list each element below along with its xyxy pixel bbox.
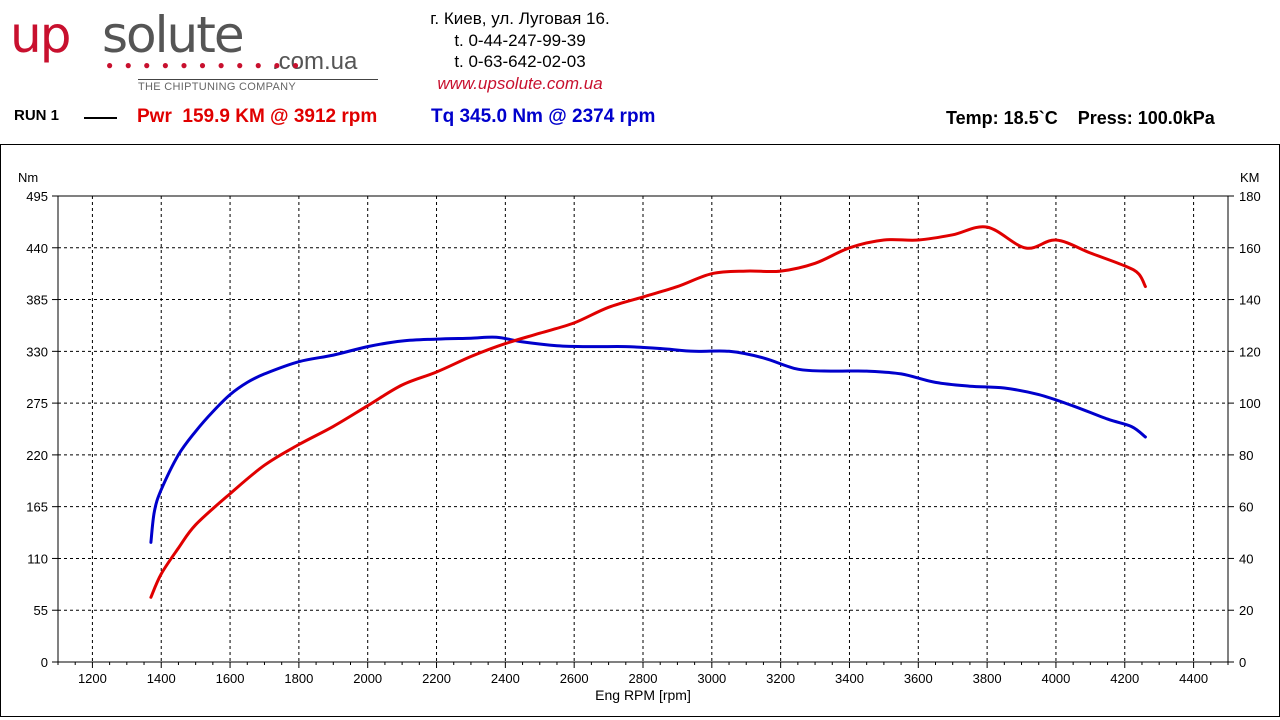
x-tick-label: 2800	[629, 671, 658, 686]
y-right-tick-label: 120	[1239, 344, 1261, 359]
dyno-chart: 1200 1400 1600 1800 2000 2200 2400 2600 2800 3000…	[0, 144, 1280, 717]
power-curve	[149, 225, 1147, 599]
y-right-tick-label: 180	[1239, 189, 1261, 204]
torque-summary: Tq 345.0 Nm @ 2374 rpm	[431, 106, 656, 127]
y-right-axis-label: KM	[1240, 170, 1260, 185]
y-right-tick-label: 40	[1239, 551, 1253, 566]
logo-domain: .com.ua	[272, 48, 358, 75]
power-summary: Pwr 159.9 KM @ 3912 rpm	[137, 106, 378, 127]
upsolute-logo: up solute .com.ua ● ● ● ● ● ● ● ● ● ● ● …	[8, 4, 388, 100]
logo-tagline: THE CHIPTUNING COMPANY	[138, 81, 296, 93]
y-left-tick-label: 495	[26, 189, 48, 204]
y-left-axis-label: Nm	[18, 170, 38, 185]
y-left-tick-label: 110	[27, 551, 48, 566]
y-left-tick-label: 330	[26, 344, 48, 359]
y-left-tick-label: 275	[26, 396, 48, 411]
logo-divider	[138, 79, 378, 80]
y-right-tick-label: 0	[1239, 655, 1246, 670]
y-right-tick-label: 100	[1239, 396, 1261, 411]
logo-dots: ● ● ● ● ● ● ● ● ● ● ●	[106, 58, 304, 72]
y-right-tick-label: 20	[1239, 603, 1253, 618]
contact-block: г. Киев, ул. Луговая 16. t. 0-44-247-99-…	[400, 8, 640, 94]
y-right-tick-label: 60	[1239, 500, 1253, 515]
y-left-tick-label: 0	[41, 655, 48, 670]
x-tick-label: 3800	[973, 671, 1002, 686]
conditions-summary: Temp: 18.5`C Press: 100.0kPa	[946, 108, 1215, 128]
x-tick-label: 3400	[835, 671, 864, 686]
x-tick-label: 4200	[1110, 671, 1139, 686]
y-left-tick-label: 55	[34, 603, 48, 618]
phone-1: t. 0-44-247-99-39	[454, 30, 586, 50]
y-left-tick-label: 220	[26, 448, 48, 463]
x-tick-label: 2200	[422, 671, 451, 686]
x-tick-label: 1600	[216, 671, 245, 686]
x-tick-label: 3600	[904, 671, 933, 686]
x-tick-label: 1400	[147, 671, 176, 686]
y-right-tick-label: 80	[1239, 448, 1253, 463]
y-left-tick-label: 385	[26, 293, 48, 308]
y-right-tick-label: 160	[1239, 241, 1261, 256]
run-label: RUN 1	[14, 107, 60, 124]
y-right-tick-label: 140	[1239, 293, 1261, 308]
chart-frame	[0, 144, 1280, 717]
run-legend-line	[84, 117, 117, 119]
address-text: г. Киев, ул. Луговая 16.	[430, 9, 610, 28]
website-link[interactable]: www.upsolute.com.ua	[437, 73, 603, 93]
x-tick-label: 2600	[560, 671, 589, 686]
x-tick-label: 3000	[697, 671, 726, 686]
x-tick-label: 4000	[1041, 671, 1070, 686]
torque-curve	[149, 335, 1147, 544]
logo-brand-solute: solute	[102, 6, 245, 64]
x-tick-label: 2000	[353, 671, 382, 686]
x-axis-title: Eng RPM [rpm]	[595, 687, 691, 703]
logo-brand-up: up	[10, 6, 71, 64]
x-tick-label: 4400	[1179, 671, 1208, 686]
x-tick-label: 1200	[78, 671, 107, 686]
phone-2: t. 0-63-642-02-03	[454, 52, 586, 71]
y-left-tick-label: 165	[26, 500, 48, 515]
x-tick-label: 3200	[766, 671, 795, 686]
x-tick-label: 1800	[284, 671, 313, 686]
x-tick-label: 2400	[491, 671, 520, 686]
y-left-tick-label: 440	[26, 241, 48, 256]
